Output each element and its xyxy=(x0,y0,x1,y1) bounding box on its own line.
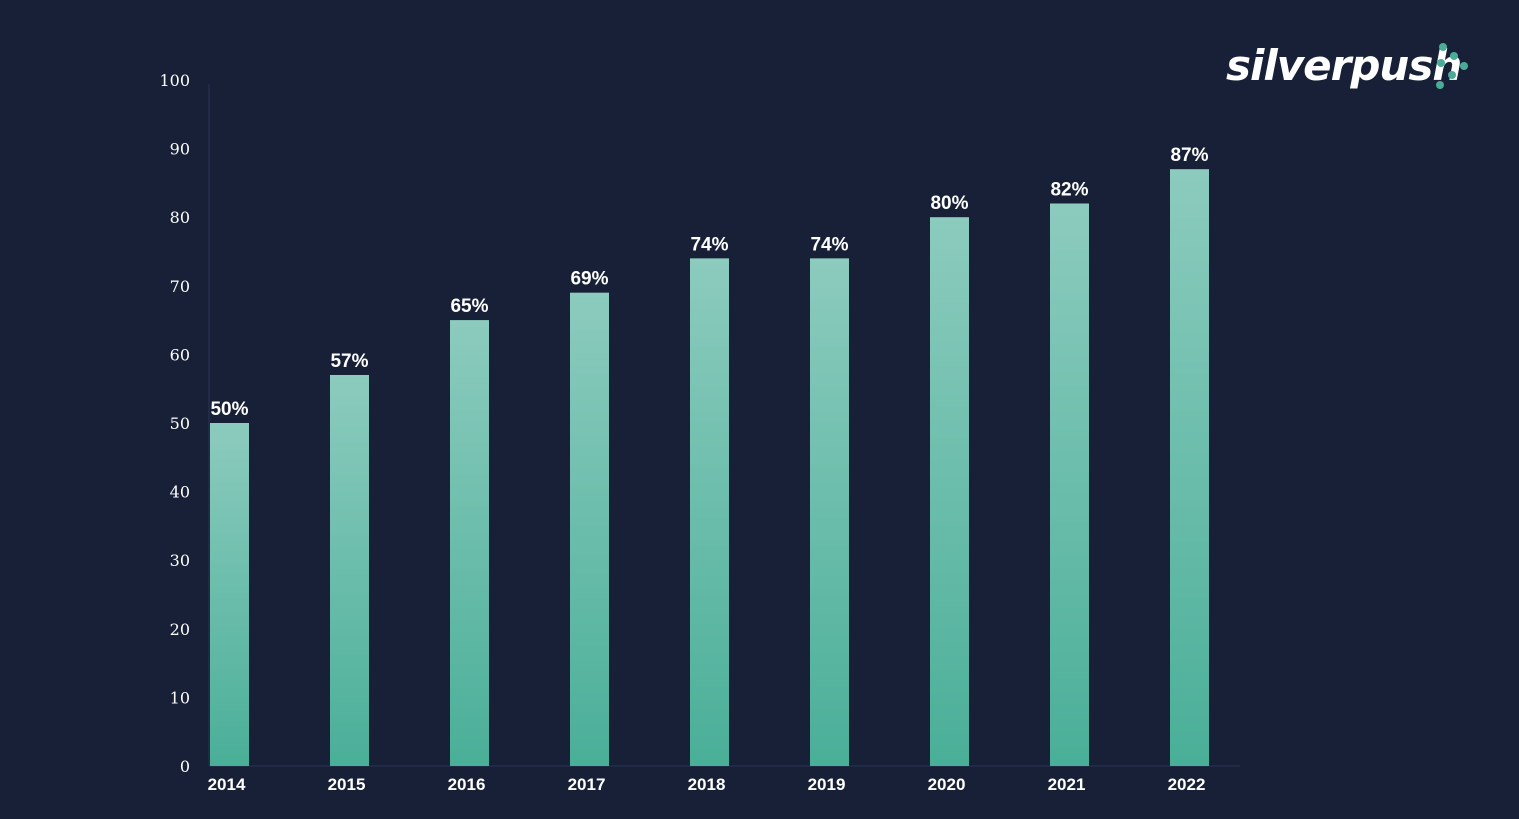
x-tick-label-2016: 2016 xyxy=(448,775,486,794)
logo-dots-icon xyxy=(1436,43,1468,89)
y-tick-label: 30 xyxy=(170,551,190,570)
data-label-2022: 87% xyxy=(1170,145,1208,166)
y-tick-label: 0 xyxy=(180,757,190,776)
data-label-2021: 82% xyxy=(1050,179,1088,200)
y-tick-label: 70 xyxy=(170,277,190,296)
y-tick-label: 100 xyxy=(159,71,190,90)
y-tick-label: 90 xyxy=(170,140,190,159)
data-label-2014: 50% xyxy=(210,399,248,420)
silverpush-logo: silverpush xyxy=(1222,36,1472,96)
x-tick-label-2021: 2021 xyxy=(1048,775,1086,794)
data-label-2015: 57% xyxy=(330,351,368,372)
y-tick-label: 50 xyxy=(170,414,190,433)
x-tick-label-2014: 2014 xyxy=(208,775,246,794)
x-tick-label-2019: 2019 xyxy=(808,775,846,794)
bar-2021 xyxy=(1050,203,1089,767)
logo-wordmark: silverpush xyxy=(1226,41,1462,90)
x-axis: 2014 2015 2016 2017 2018 2019 2020 2021 2022 xyxy=(208,765,1240,794)
y-axis: 0 10 20 30 40 50 60 70 80 90 100 xyxy=(159,71,210,776)
bar-2014 xyxy=(210,423,249,766)
y-tick-label: 10 xyxy=(170,688,190,707)
x-tick-label-2022: 2022 xyxy=(1168,775,1206,794)
bar-2016 xyxy=(450,320,489,766)
x-tick-label-2018: 2018 xyxy=(688,775,726,794)
bars-group: 50% 57% 65% 69% 74% 74% 80% 82% 87% xyxy=(210,145,1209,767)
x-tick-label-2015: 2015 xyxy=(328,775,366,794)
bar-2022 xyxy=(1170,169,1209,766)
data-label-2016: 65% xyxy=(450,296,488,317)
bar-2015 xyxy=(330,374,369,766)
bar-2017 xyxy=(570,292,609,766)
y-tick-label: 20 xyxy=(170,620,190,639)
bar-2019 xyxy=(810,258,849,766)
y-tick-label: 60 xyxy=(170,345,190,364)
data-label-2017: 69% xyxy=(570,269,608,290)
y-tick-label: 40 xyxy=(170,483,190,502)
x-tick-label-2017: 2017 xyxy=(568,775,606,794)
data-label-2020: 80% xyxy=(930,193,968,214)
data-label-2019: 74% xyxy=(810,234,848,255)
bar-2018 xyxy=(690,258,729,766)
data-label-2018: 74% xyxy=(690,234,728,255)
y-tick-label: 80 xyxy=(170,208,190,227)
x-tick-label-2020: 2020 xyxy=(928,775,966,794)
bar-2020 xyxy=(930,217,969,766)
